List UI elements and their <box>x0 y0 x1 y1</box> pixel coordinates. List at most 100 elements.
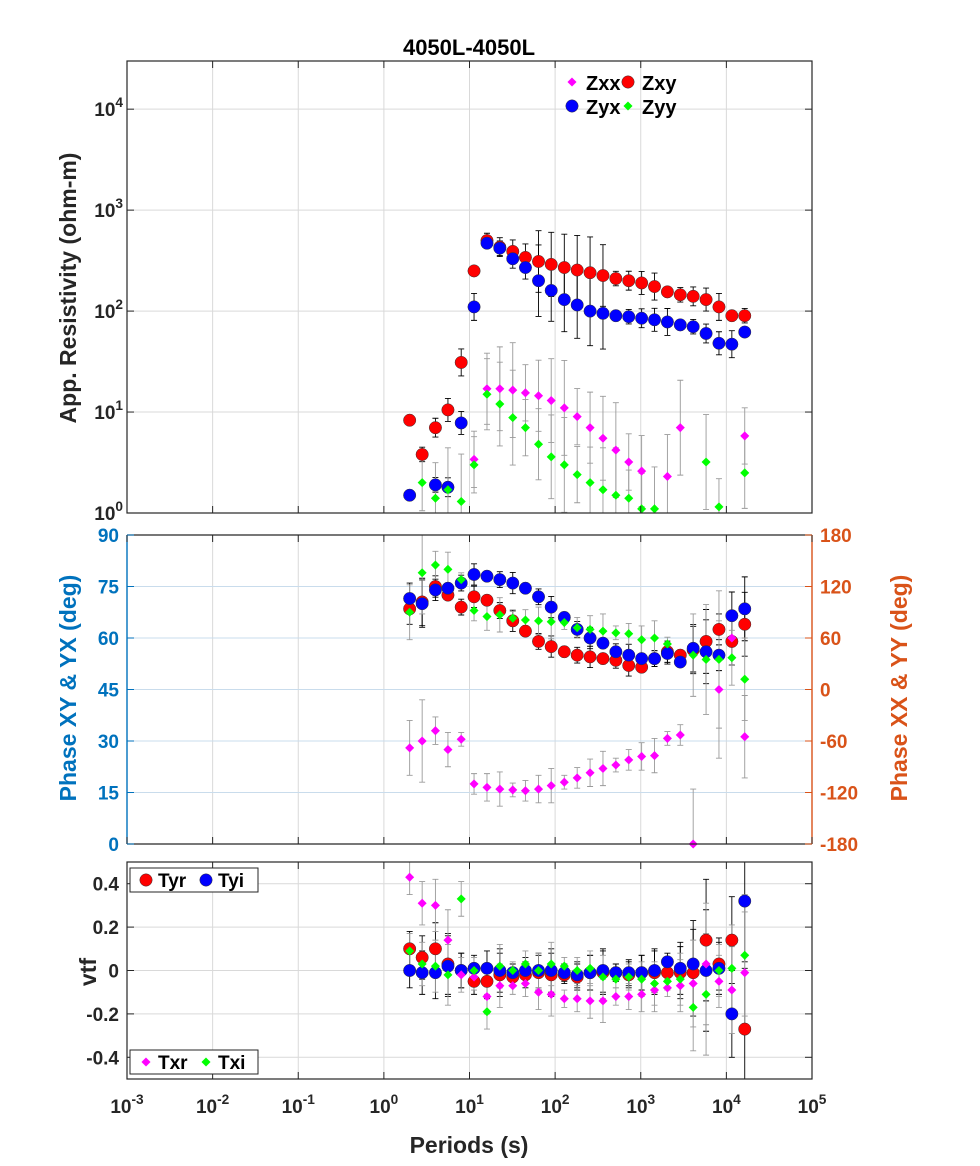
rho-point-zyx <box>454 416 468 430</box>
tipper-point-tyr <box>480 974 494 988</box>
rho-point-zyy <box>534 439 544 449</box>
tipper-point-txr <box>740 968 750 978</box>
phase-point-zyx <box>660 647 674 660</box>
phase-point-zyy <box>598 626 608 636</box>
phase-point-zyy <box>469 606 479 616</box>
x-axis-ticks: 10-3 10-2 10-1 100 101 102 103 104 105 <box>110 1092 826 1118</box>
tipper-point-txi <box>482 1007 492 1017</box>
phase-point-zyx <box>480 569 494 583</box>
rho-point-zxx <box>585 423 595 433</box>
rho-y-tick-label: 104 <box>94 95 123 121</box>
tipper-point-tyi <box>725 1007 739 1021</box>
rho-legend-label: Zyy <box>642 97 677 119</box>
phase-point-zyy <box>727 653 737 663</box>
tipper-point-txi <box>585 963 595 973</box>
tipper-y-tick-label: 0 <box>108 962 119 983</box>
rho-point-zyx <box>403 488 417 502</box>
rho-point-zxx <box>611 445 621 455</box>
phase-point-zyx <box>673 655 687 669</box>
rho-legend-marker-zyy <box>623 101 633 111</box>
tipper-point-txi <box>443 970 453 980</box>
tipper-point-txr <box>675 981 685 991</box>
phase-point-zyy <box>572 623 582 633</box>
rho-point-zyx <box>506 252 520 266</box>
phase-point-zyy <box>637 635 647 645</box>
phase-point-zyx <box>635 652 649 666</box>
tipper-y-axis-label: vtf <box>75 958 101 986</box>
phase-left-tick-label: 45 <box>98 681 120 702</box>
rho-point-zxy <box>673 288 687 302</box>
tipper-point-txi <box>701 989 711 999</box>
rho-point-zyy <box>572 470 582 480</box>
phase-point-zyx <box>738 602 752 616</box>
phase-point-zxy <box>544 640 558 654</box>
phase-point-zxx <box>456 734 466 744</box>
phase-point-zyy <box>495 610 505 620</box>
phase-point-zyy <box>546 617 556 627</box>
x-tick-label: 103 <box>626 1092 655 1118</box>
tipper-point-txi <box>637 974 647 984</box>
rho-point-zxy <box>738 309 752 323</box>
phase-right-tick-label: -60 <box>820 732 847 753</box>
phase-left-y-axis-label: Phase XY & YX (deg) <box>55 575 81 802</box>
x-tick-label: 10-3 <box>110 1092 144 1118</box>
tipper-point-txr <box>649 985 660 995</box>
tipper-point-txr <box>456 970 466 980</box>
phase-point-zxx <box>649 751 660 761</box>
tipper-data-points <box>403 872 752 1036</box>
tipper-point-txi <box>649 978 660 989</box>
rho-y-axis-label: App. Resistivity (ohm-m) <box>55 153 81 424</box>
tipper-point-tyi <box>686 957 700 971</box>
rho-point-zxy <box>415 448 429 461</box>
tipper-point-txi <box>598 972 608 982</box>
rho-point-zxx <box>572 412 582 422</box>
tipper-point-txr <box>727 985 737 995</box>
tipper-point-txr <box>701 959 711 969</box>
tipper-point-txi <box>662 976 672 986</box>
rho-point-zyy <box>520 423 530 433</box>
rho-point-zyy <box>482 389 492 399</box>
phase-point-zxx <box>611 760 621 770</box>
rho-point-zxy <box>467 264 481 278</box>
phase-point-zyy <box>482 612 492 622</box>
phase-point-zxx <box>624 755 634 765</box>
rho-point-zyy <box>624 493 634 503</box>
rho-point-zyx <box>648 313 661 327</box>
tipper-point-txr <box>482 992 492 1002</box>
x-axis-label: Periods (s) <box>410 1132 529 1158</box>
rho-y-tick-label: 101 <box>94 398 123 424</box>
rho-data-points <box>403 234 752 514</box>
phase-point-zxx <box>740 732 750 742</box>
rho-point-zyy <box>508 413 518 423</box>
phase-point-zxx <box>585 768 595 778</box>
rho-legend-label: Zyx <box>586 97 620 119</box>
rho-point-zyx <box>518 261 532 274</box>
tipper-point-tyr <box>725 933 739 947</box>
rho-point-zyx <box>493 241 507 255</box>
rho-point-zyx <box>712 336 726 350</box>
phase-point-zyy <box>662 639 672 649</box>
tipper-legend-label: Tyr <box>158 871 187 892</box>
phase-point-zyy <box>701 654 711 664</box>
tipper-legend-marker-tyr <box>139 873 153 887</box>
rho-point-zyx <box>428 478 442 492</box>
tipper-point-txi <box>469 965 479 976</box>
phase-point-zyy <box>417 568 427 578</box>
rho-legend-label: Zxx <box>586 73 620 95</box>
tipper-point-txi <box>714 965 724 976</box>
tipper-legend-label: Txr <box>158 1053 188 1074</box>
rho-point-zyx <box>635 311 649 325</box>
tipper-point-tyi <box>738 894 752 908</box>
figure-title: 4050L-4050L <box>403 35 535 60</box>
phase-point-zyx <box>493 573 507 587</box>
phase-point-zyx <box>596 636 610 650</box>
rho-point-zyx <box>738 325 752 339</box>
tipper-legend-label: Tyi <box>218 871 244 892</box>
rho-point-zxx <box>675 423 685 433</box>
x-tick-label: 10-2 <box>196 1092 230 1118</box>
phase-right-tick-label: 0 <box>820 681 831 702</box>
tipper-y-tick-label: 0.4 <box>93 875 120 896</box>
phase-point-zyy <box>534 616 544 626</box>
